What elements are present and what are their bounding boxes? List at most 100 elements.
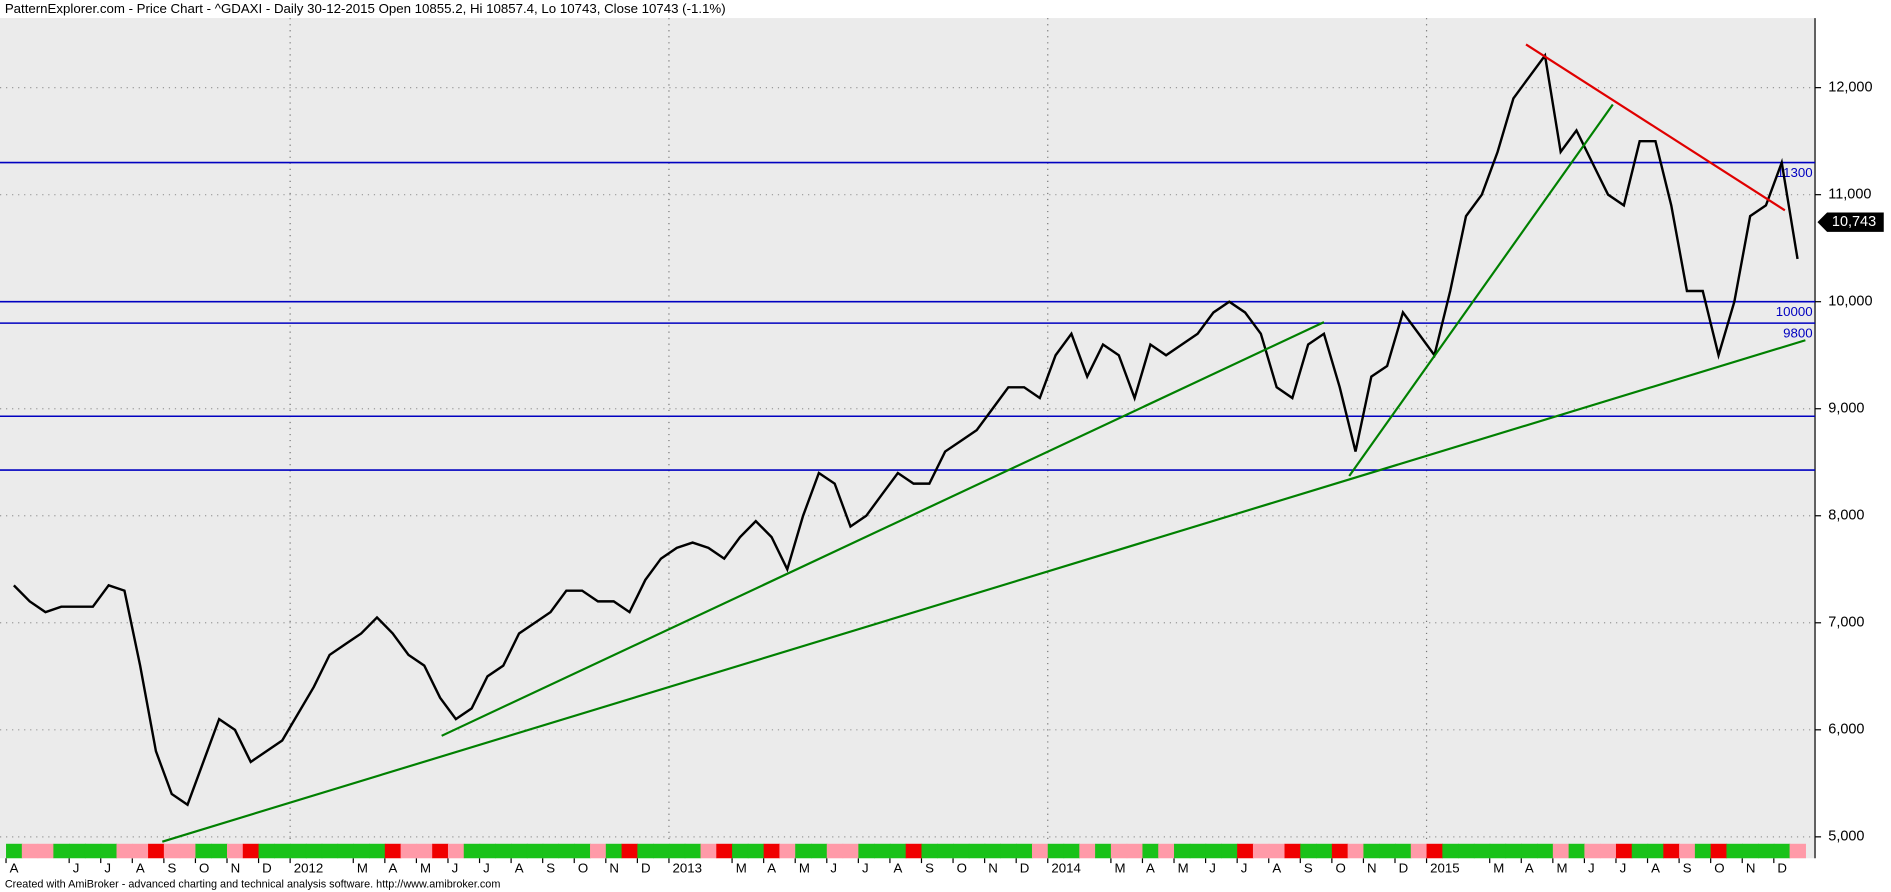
trend-bar <box>1489 843 1507 859</box>
trend-bar <box>1252 843 1270 859</box>
level-label: 11300 <box>1777 165 1813 180</box>
trend-bar <box>53 843 70 859</box>
x-tick-label: D <box>1777 861 1787 876</box>
trend-bar <box>953 843 970 859</box>
x-tick-label: J <box>862 861 869 876</box>
trend-line <box>1525 43 1786 212</box>
trend-bar <box>1410 843 1428 859</box>
x-tick-label: S <box>925 861 934 876</box>
trend-bar <box>826 843 844 859</box>
trend-bar <box>842 843 859 859</box>
trend-bar <box>1505 843 1522 859</box>
trend-bar <box>227 843 244 859</box>
x-tick-label: M <box>1493 861 1504 876</box>
trend-bar <box>874 843 891 859</box>
trend-bar <box>684 843 702 859</box>
trend-bar <box>1521 843 1538 859</box>
x-tick-label: 2013 <box>673 861 702 876</box>
trend-bar <box>1300 843 1317 859</box>
x-tick-label: J <box>452 861 459 876</box>
trend-bar <box>1710 843 1728 859</box>
x-tick-label: A <box>10 861 19 876</box>
trend-bar <box>1237 843 1254 859</box>
x-tick-label: O <box>578 861 588 876</box>
x-tick-label: D <box>262 861 272 876</box>
x-tick-label: A <box>1525 861 1534 876</box>
trend-bar <box>637 843 654 859</box>
trend-bar <box>732 843 749 859</box>
trend-bar <box>653 843 670 859</box>
trend-bar <box>858 843 875 859</box>
trend-bar <box>463 843 481 859</box>
trend-bar <box>968 843 986 859</box>
trend-bar <box>716 843 733 859</box>
trend-line <box>1348 103 1614 477</box>
trend-bar <box>747 843 765 859</box>
x-tick-label: N <box>609 861 619 876</box>
trend-bar <box>1047 843 1065 859</box>
x-tick-label: D <box>1020 861 1030 876</box>
trend-bar <box>1142 843 1159 859</box>
x-tick-label: M <box>357 861 368 876</box>
trend-bar <box>1331 843 1349 859</box>
trend-bar <box>290 843 307 859</box>
trend-bar <box>432 843 449 859</box>
trend-bar <box>479 843 496 859</box>
x-tick-label: M <box>420 861 431 876</box>
trend-bar <box>132 843 149 859</box>
x-tick-label: J <box>1209 861 1216 876</box>
x-tick-label: A <box>136 861 145 876</box>
trend-bar <box>1316 843 1333 859</box>
trend-bar <box>1584 843 1601 859</box>
trend-bar <box>400 843 418 859</box>
trend-bar <box>1221 843 1238 859</box>
trend-bar <box>889 843 907 859</box>
trend-bar <box>1363 843 1380 859</box>
last-close-badge <box>1817 212 1884 232</box>
x-tick-label: S <box>1683 861 1692 876</box>
trend-bar <box>100 843 118 859</box>
footer: Created with AmiBroker - advanced charti… <box>5 879 501 891</box>
trend-bar <box>1095 843 1112 859</box>
trend-bar <box>1426 843 1443 859</box>
x-tick-label: N <box>988 861 998 876</box>
x-tick-label: J <box>1588 861 1595 876</box>
trend-bar <box>1110 843 1128 859</box>
x-tick-label: O <box>1714 861 1724 876</box>
trend-bar <box>163 843 181 859</box>
x-tick-label: M <box>1115 861 1126 876</box>
x-tick-label: 2012 <box>294 861 323 876</box>
trend-bar <box>921 843 938 859</box>
trend-bar <box>779 843 796 859</box>
x-tick-label: S <box>167 861 176 876</box>
trend-bar <box>1726 843 1743 859</box>
trend-bar <box>1789 843 1806 859</box>
trend-bar <box>1379 843 1396 859</box>
x-tick-label: A <box>515 861 524 876</box>
trend-bar <box>69 843 86 859</box>
trend-bar <box>590 843 607 859</box>
trend-line <box>161 339 1806 843</box>
price-line <box>13 52 1799 807</box>
trend-bar <box>605 843 623 859</box>
trend-bar <box>1615 843 1633 859</box>
trend-bar <box>195 843 212 859</box>
trend-bar <box>574 843 591 859</box>
y-tick-label: 11,000 <box>1828 186 1871 202</box>
trend-bar <box>1458 843 1475 859</box>
trend-bar <box>1758 843 1775 859</box>
trend-bar <box>495 843 512 859</box>
trend-bar <box>1284 843 1301 859</box>
trend-bar <box>1473 843 1491 859</box>
trend-bar <box>810 843 828 859</box>
trend-bar <box>337 843 354 859</box>
trend-bar <box>6 843 23 859</box>
trend-bar <box>1631 843 1649 859</box>
x-tick-label: A <box>767 861 776 876</box>
x-tick-label: J <box>104 861 111 876</box>
x-tick-label: J <box>1241 861 1248 876</box>
y-tick-label: 12,000 <box>1828 79 1872 95</box>
trend-bar <box>511 843 528 859</box>
